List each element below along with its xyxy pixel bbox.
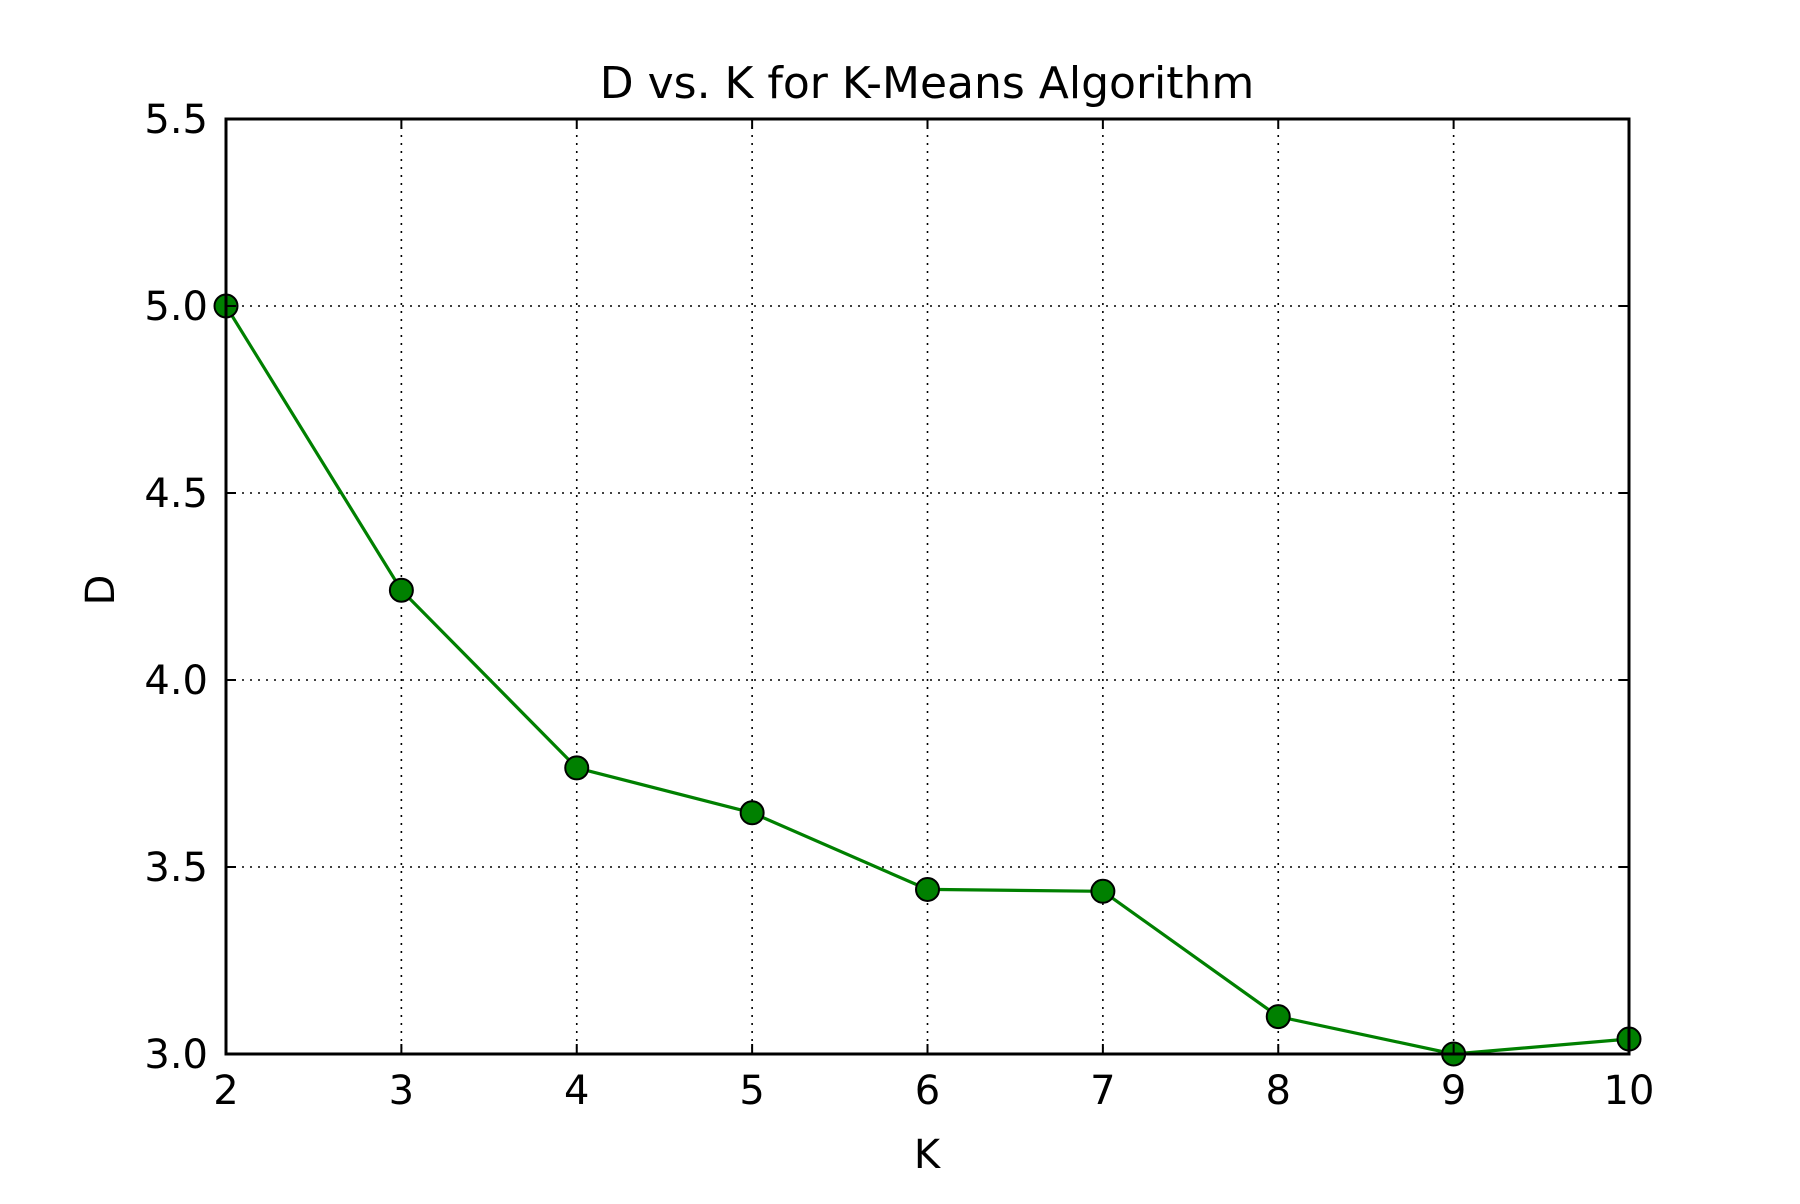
x-tick-label: 7 [1090, 1068, 1115, 1114]
data-point [1090, 878, 1116, 904]
data-point [1265, 1004, 1291, 1030]
x-tick-label: 4 [564, 1068, 589, 1114]
data-point [739, 800, 765, 826]
data-point [388, 577, 414, 603]
x-tick-label: 5 [739, 1068, 764, 1114]
y-tick-label: 4.5 [144, 471, 208, 517]
plot-frame [224, 117, 1631, 1056]
series-layer [213, 293, 1642, 1067]
x-tick-label: 9 [1441, 1068, 1466, 1114]
x-axis-label: K [914, 1132, 942, 1178]
x-tick-label: 10 [1604, 1068, 1655, 1114]
data-point [564, 755, 590, 781]
y-tick-label: 4.0 [144, 658, 208, 704]
y-tick-label: 3.0 [144, 1032, 208, 1078]
x-tick-label: 8 [1266, 1068, 1291, 1114]
data-point [915, 876, 940, 902]
chart-title: D vs. K for K-Means Algorithm [600, 58, 1255, 109]
grid [226, 119, 1629, 1054]
y-tick-label: 5.5 [144, 97, 208, 143]
x-tick-label: 3 [389, 1068, 414, 1114]
y-tick-label: 5.0 [144, 284, 208, 330]
x-tick-label: 6 [915, 1068, 940, 1114]
y-axis-label: D [78, 575, 124, 606]
x-tick-label: 2 [213, 1068, 238, 1114]
ticks: 2 3 4 5 6 7 8 9 10 3.0 3.5 4.0 4.5 5.0 5.5 [144, 97, 1654, 1114]
y-tick-label: 3.5 [144, 845, 208, 891]
